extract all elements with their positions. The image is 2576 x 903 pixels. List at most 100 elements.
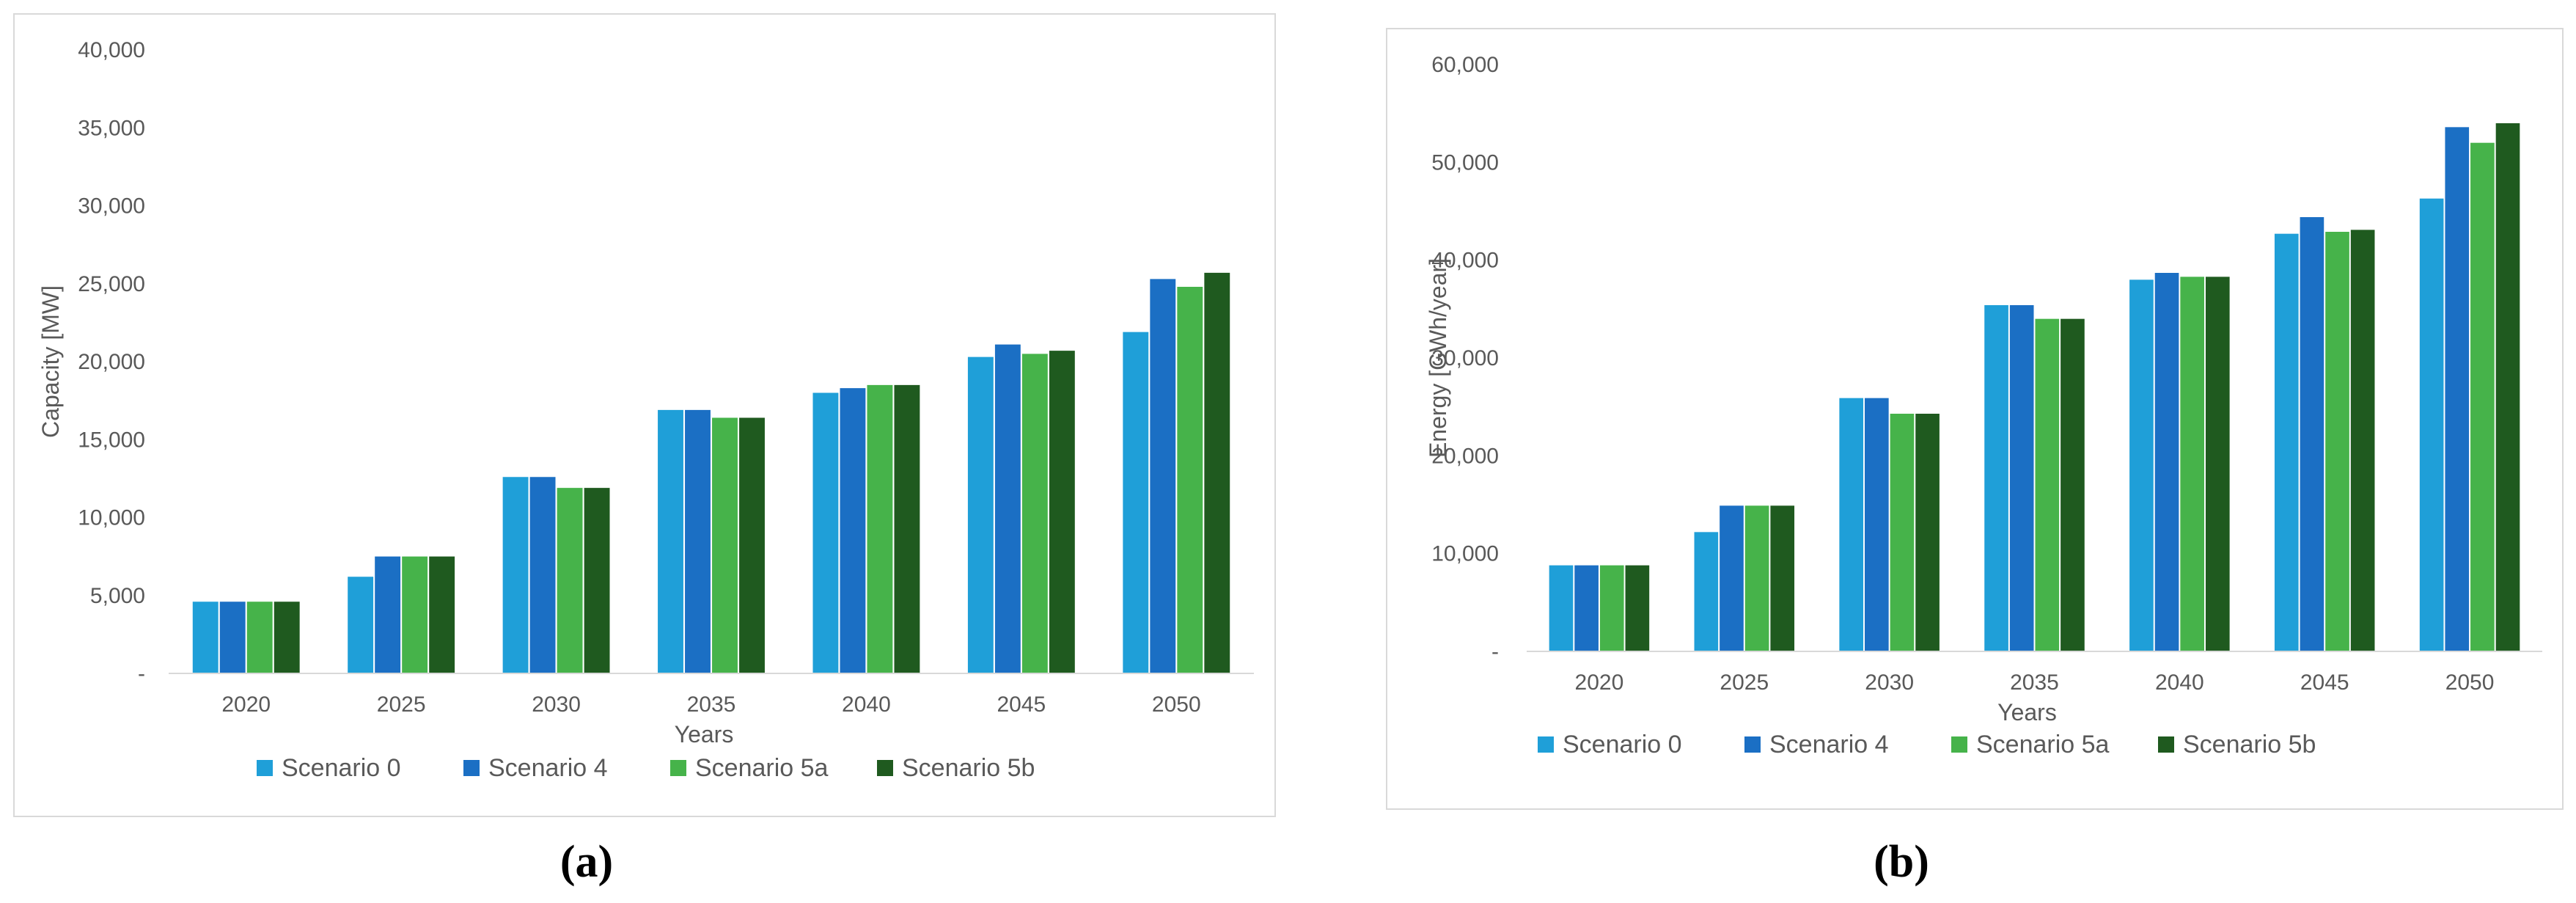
bar-scenario-5a-2025 bbox=[402, 556, 428, 673]
bar-scenario-5a-2020 bbox=[246, 602, 273, 673]
bar-scenario-0-2020 bbox=[192, 602, 219, 673]
bar-scenario-4-2045 bbox=[2300, 217, 2324, 651]
y-tick-label: 25,000 bbox=[78, 272, 145, 296]
y-tick-label: 40,000 bbox=[1431, 249, 1499, 273]
bar-scenario-5b-2035 bbox=[739, 417, 765, 673]
x-tick-label: 2050 bbox=[2445, 670, 2495, 695]
chart-panel-a: - 5,000 10,000 15,000 20,000 25,000 30,000 35,0… bbox=[13, 13, 1276, 817]
y-tick-label: 10,000 bbox=[78, 506, 145, 530]
bar-scenario-5b-2020 bbox=[1625, 565, 1650, 651]
bar-scenario-4-2040 bbox=[2154, 273, 2179, 651]
bar-scenario-5b-2040 bbox=[2205, 277, 2230, 651]
bar-scenario-5a-2035 bbox=[2035, 318, 2060, 651]
legend-swatch bbox=[257, 760, 273, 776]
bar-scenario-0-2035 bbox=[1984, 305, 2008, 651]
bar-scenario-5a-2045 bbox=[2325, 232, 2349, 651]
bar-scenario-4-2035 bbox=[2009, 305, 2034, 651]
x-tick-label: 2020 bbox=[1575, 670, 1624, 695]
y-tick-label: 60,000 bbox=[1431, 53, 1499, 77]
bar-scenario-4-2030 bbox=[1865, 398, 1889, 651]
chart-panel-b: - 10,000 20,000 30,000 40,000 50,000 60,000 Ene… bbox=[1386, 28, 2564, 810]
bar-scenario-5b-2020 bbox=[274, 602, 300, 673]
y-tick-label: 10,000 bbox=[1431, 542, 1499, 566]
y-tick-label: 35,000 bbox=[78, 116, 145, 140]
bar-scenario-5a-2050 bbox=[1177, 287, 1203, 673]
bar-scenario-4-2050 bbox=[1150, 279, 1176, 673]
legend-swatch bbox=[670, 760, 686, 776]
bar-scenario-0-2050 bbox=[1123, 332, 1149, 673]
legend-label: Scenario 5a bbox=[695, 754, 829, 782]
bar-scenario-0-2040 bbox=[2129, 279, 2154, 651]
legend-swatch bbox=[1951, 736, 1967, 753]
x-tick-label: 2040 bbox=[2155, 670, 2204, 695]
bar-scenario-5a-2035 bbox=[712, 417, 738, 673]
bar-scenario-4-2030 bbox=[529, 477, 556, 673]
y-tick-label: 40,000 bbox=[78, 38, 145, 62]
bar-scenario-4-2045 bbox=[994, 344, 1021, 673]
y-tick-label: 20,000 bbox=[1431, 444, 1499, 468]
legend-swatch bbox=[463, 760, 480, 776]
bar-scenario-0-2025 bbox=[348, 577, 374, 673]
x-tick-label: 2020 bbox=[221, 692, 271, 717]
bar-scenario-5b-2030 bbox=[584, 488, 610, 673]
bar-scenario-5a-2040 bbox=[2180, 277, 2204, 651]
capacity-chart: - 5,000 10,000 15,000 20,000 25,000 30,000 35,0… bbox=[37, 38, 1254, 782]
bar-scenario-5a-2045 bbox=[1021, 354, 1048, 673]
x-tick-label: 2045 bbox=[997, 692, 1046, 717]
x-tick-label: 2025 bbox=[1720, 670, 1769, 695]
bar-scenario-5a-2025 bbox=[1744, 505, 1769, 651]
bar-scenario-5a-2020 bbox=[1599, 565, 1624, 651]
panel-label-b: (b) bbox=[1874, 837, 1929, 887]
bar-scenario-4-2025 bbox=[1720, 505, 1744, 651]
bar-scenario-0-2035 bbox=[658, 409, 683, 673]
legend-swatch bbox=[1744, 736, 1761, 753]
y-tick-label: 20,000 bbox=[78, 350, 145, 374]
panel-label-a: (a) bbox=[559, 837, 614, 887]
legend-label: Scenario 5b bbox=[902, 754, 1035, 782]
bar-scenario-0-2045 bbox=[967, 357, 994, 673]
y-tick-label: 5,000 bbox=[90, 584, 145, 608]
bar-scenario-5b-2030 bbox=[1915, 414, 1940, 651]
y-axis-title: Energy [GWh/year] bbox=[1425, 258, 1451, 458]
legend-label: Scenario 4 bbox=[1769, 731, 1889, 758]
x-axis-title: Years bbox=[1997, 699, 2057, 725]
energy-chart: - 10,000 20,000 30,000 40,000 50,000 60,000 Ene… bbox=[1425, 53, 2542, 758]
bar-scenario-5a-2050 bbox=[2470, 142, 2495, 651]
x-axis-title: Years bbox=[675, 721, 734, 747]
bar-scenario-4-2040 bbox=[840, 388, 866, 673]
bar-scenario-5b-2025 bbox=[1770, 505, 1795, 651]
y-tick-label: 30,000 bbox=[78, 194, 145, 219]
bar-scenario-4-2020 bbox=[219, 602, 246, 673]
legend-swatch bbox=[1538, 736, 1554, 753]
bar-scenario-5b-2040 bbox=[894, 384, 920, 673]
bar-scenario-5b-2045 bbox=[1049, 351, 1075, 673]
bar-scenario-5b-2025 bbox=[429, 556, 455, 673]
legend-swatch bbox=[2158, 736, 2174, 753]
y-tick-label: 15,000 bbox=[78, 428, 145, 452]
bar-scenario-0-2030 bbox=[502, 477, 529, 673]
bar-scenario-0-2030 bbox=[1839, 398, 1864, 651]
x-tick-label: 2040 bbox=[842, 692, 891, 717]
x-tick-label: 2050 bbox=[1152, 692, 1201, 717]
bar-scenario-5a-2030 bbox=[1890, 414, 1915, 651]
bar-scenario-5a-2030 bbox=[557, 488, 583, 673]
bar-scenario-0-2045 bbox=[2274, 233, 2299, 652]
x-tick-label: 2035 bbox=[687, 692, 736, 717]
bar-scenario-5b-2045 bbox=[2350, 230, 2375, 651]
legend-label: Scenario 5b bbox=[2183, 731, 2316, 758]
bar-scenario-5b-2035 bbox=[2061, 318, 2085, 651]
bar-scenario-0-2020 bbox=[1549, 565, 1574, 651]
legend-swatch bbox=[877, 760, 893, 776]
x-tick-label: 2030 bbox=[532, 692, 581, 717]
bar-scenario-4-2050 bbox=[2445, 127, 2470, 652]
x-tick-label: 2025 bbox=[377, 692, 426, 717]
bar-scenario-4-2020 bbox=[1574, 565, 1599, 651]
legend-label: Scenario 0 bbox=[1563, 731, 1682, 758]
bar-scenario-0-2050 bbox=[2419, 198, 2444, 651]
y-tick-label: 30,000 bbox=[1431, 346, 1499, 370]
y-tick-label: 50,000 bbox=[1431, 150, 1499, 175]
y-tick-label: - bbox=[1491, 640, 1499, 664]
y-tick-label: - bbox=[138, 662, 145, 686]
bar-scenario-4-2035 bbox=[685, 409, 711, 673]
bar-scenario-0-2025 bbox=[1694, 532, 1719, 651]
